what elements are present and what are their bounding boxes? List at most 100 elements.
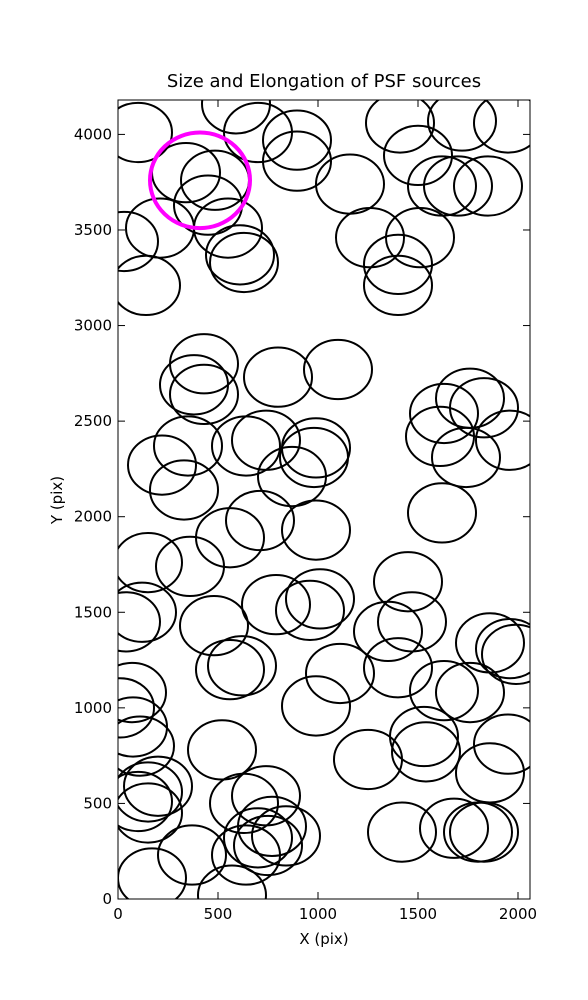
psf-ellipse [367,801,437,863]
x-tick-label: 2000 [499,905,537,923]
psf-ellipse [195,638,265,701]
psf-ellipse [118,661,167,724]
psf-ellipse [285,568,355,630]
psf-ellipse [419,797,489,859]
y-tick-label: 0 [102,890,112,908]
psf-ellipse [373,551,443,613]
y-tick-label: 3000 [74,317,112,335]
y-tick-label: 500 [83,794,112,812]
x-tick-label: 0 [113,905,123,923]
psf-ellipse [363,233,433,296]
psf-ellipse [187,719,257,781]
psf-ellipse [333,728,403,791]
psf-ellipse [118,101,173,164]
psf-ellipse [407,155,477,217]
psf-ellipse [475,409,530,471]
psf-ellipse [153,415,223,477]
psf-ellipse [435,661,505,724]
psf-ellipse [205,224,275,286]
x-tick-label: 1000 [299,905,337,923]
psf-ellipse [389,705,459,768]
psf-ellipse [363,254,433,317]
psf-ellipse [118,761,183,823]
psf-ellipse [209,231,279,294]
psf-ellipse [118,847,187,899]
psf-ellipse [251,805,321,867]
psf-ellipse [481,623,530,685]
psf-ellipse [365,100,435,154]
psf-ellipse [148,130,252,231]
psf-ellipse [473,100,530,154]
axes-frame [117,99,531,900]
y-tick-label: 2000 [74,508,112,526]
psf-ellipse [157,824,227,886]
psf-ellipse [281,499,351,561]
psf-ellipse [257,445,327,508]
psf-ellipse [262,130,332,192]
psf-ellipse [475,617,530,680]
psf-ellipse [449,801,519,863]
psf-ellipse [405,405,475,468]
psf-ellipse [305,642,375,705]
psf-ellipse [363,637,433,699]
psf-ellipse [169,363,239,425]
psf-ellipse [118,782,183,844]
psf-ellipse [118,770,173,833]
y-axis-label: Y (pix) [48,476,66,525]
psf-ellipse [233,814,303,877]
psf-ellipse [275,579,345,641]
psf-ellipse [383,124,453,187]
psf-ellipse [243,346,313,408]
psf-ellipse [262,109,332,171]
psf-ellipse [453,155,523,217]
psf-ellipse [279,426,349,489]
y-tick-label: 2500 [74,412,112,430]
y-tick-label: 1000 [74,699,112,717]
psf-ellipse [303,338,373,401]
y-tick-label: 3500 [74,221,112,239]
psf-ellipse [391,721,461,783]
psf-ellipse [149,459,219,521]
x-axis-label: X (pix) [299,930,348,948]
psf-ellipse [281,675,351,737]
psf-ellipse [118,715,175,777]
psf-ellipse [118,591,161,653]
psf-ellipse [427,100,497,152]
psf-ellipse [231,409,301,471]
y-tick-label: 1500 [74,603,112,621]
psf-ellipse [409,382,479,445]
psf-ellipse [118,581,177,643]
psf-ellipse [409,660,479,722]
psf-ellipse [195,507,265,569]
psf-ellipse [118,531,183,594]
psf-ellipse [179,595,249,657]
psf-ellipse [431,426,501,489]
psf-ellipse [118,677,155,739]
psf-ellipse [223,807,293,869]
psf-ellipse [435,367,505,429]
psf-ellipse [443,801,513,863]
chart-title: Size and Elongation of PSF sources [167,71,481,92]
plot-area [118,100,530,899]
psf-ellipse [127,434,197,496]
psf-ellipse [315,153,385,215]
psf-ellipse [211,824,281,886]
psf-ellipse [423,155,493,217]
psf-ellipse [385,206,455,269]
psf-ellipse [335,206,405,269]
psf-ellipse [159,354,229,416]
psf-ellipse [353,600,423,663]
y-tick-label: 4000 [74,125,112,143]
psf-ellipse [118,254,181,317]
psf-ellipse [241,574,311,636]
psf-ellipse [473,713,530,775]
psf-ellipse [118,210,159,273]
x-tick-label: 500 [204,905,233,923]
psf-ellipse [197,864,267,899]
psf-ellipse [207,635,277,697]
psf-ellipse [123,755,193,817]
x-tick-label: 1500 [399,905,437,923]
psf-ellipse [155,535,225,598]
